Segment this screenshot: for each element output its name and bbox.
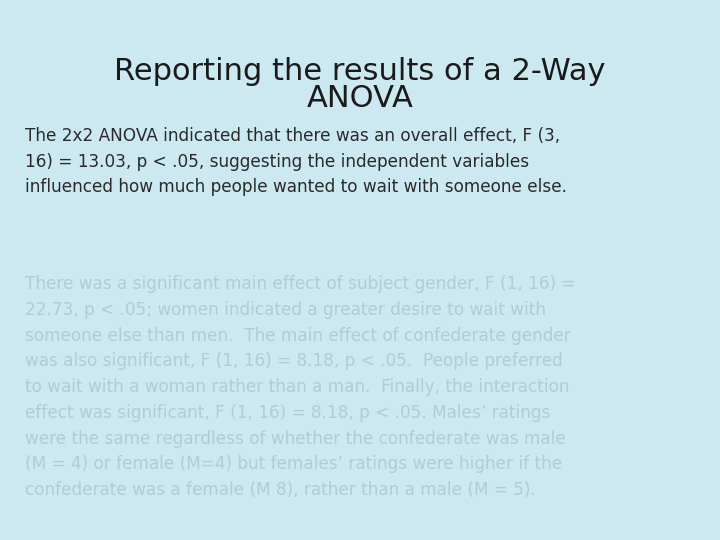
Text: ANOVA: ANOVA xyxy=(307,84,413,113)
Text: The 2x2 ANOVA indicated that there was an overall effect, F (3,
16) = 13.03, p <: The 2x2 ANOVA indicated that there was a… xyxy=(25,127,567,197)
Text: There was a significant main effect of subject gender, F (1, 16) =
22.73, p < .0: There was a significant main effect of s… xyxy=(25,275,575,499)
Text: Reporting the results of a 2-Way: Reporting the results of a 2-Way xyxy=(114,57,606,86)
